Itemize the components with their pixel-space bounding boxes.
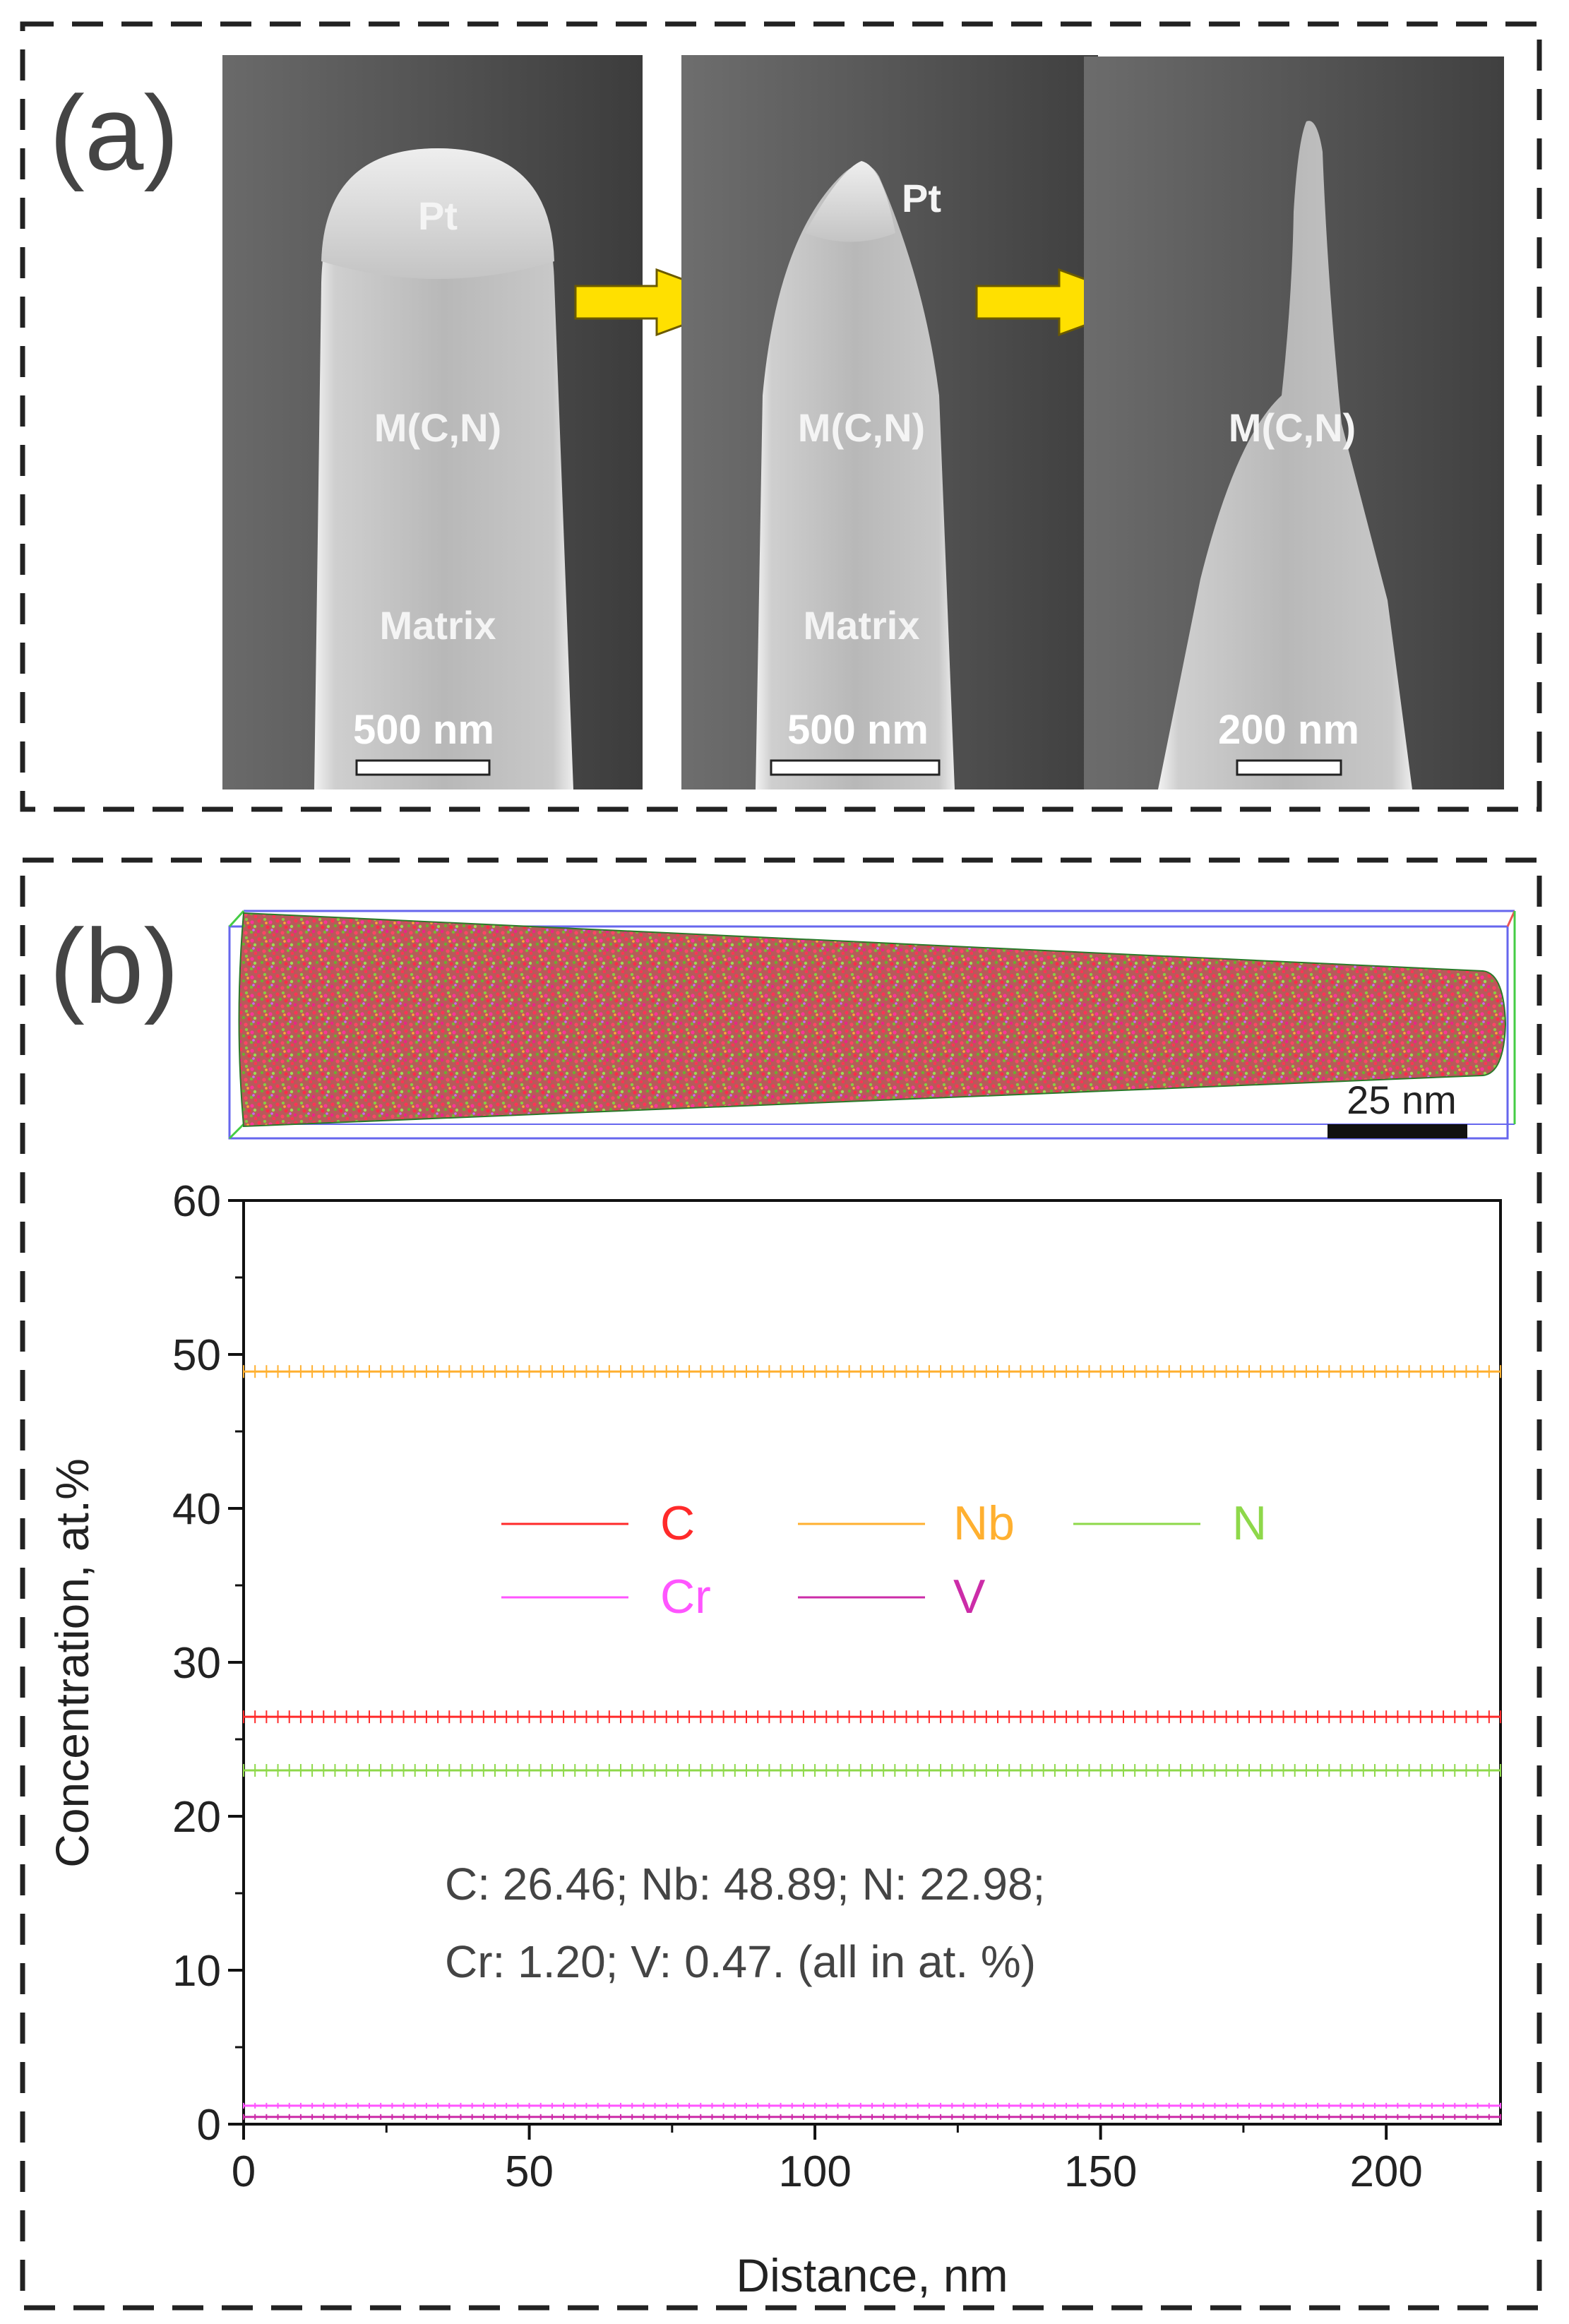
panel-a-border — [20, 21, 1542, 812]
sem3-scale-text: 200 nm — [1218, 707, 1359, 753]
x-tick-label-0: 0 — [232, 2147, 256, 2196]
y-tick-label-10: 10 — [172, 1947, 221, 1996]
apt-reconstruction: 25 nm — [228, 910, 1516, 1140]
y-tick-label-40: 40 — [172, 1485, 221, 1534]
summary-line-2: Cr: 1.20; V: 0.47. (all in at. %) — [445, 1936, 1036, 1987]
x-axis: 0 50 100 150 200 — [232, 2124, 1423, 2196]
y-axis: 0 10 20 30 40 50 60 — [172, 1177, 244, 2150]
sem-image-2: Pt M(C,N) Matrix 500 nm — [681, 55, 1098, 789]
legend-label-nb: Nb — [953, 1496, 1015, 1550]
series-cr — [243, 2102, 1501, 2109]
series-nb — [243, 1365, 1501, 1378]
x-tick-label-200: 200 — [1349, 2147, 1422, 2196]
y-tick-label-60: 60 — [172, 1177, 221, 1226]
panel-b-label: (b) — [49, 907, 179, 1025]
data-series — [243, 1365, 1501, 2120]
pt-cap-2 — [805, 161, 895, 242]
legend-label-n: N — [1232, 1496, 1267, 1550]
sem1-scale-bar — [355, 759, 491, 776]
reconstruction-scale-text: 25 nm — [1347, 1078, 1457, 1122]
sem1-scale-text: 500 nm — [353, 707, 494, 753]
x-tick-label-50: 50 — [505, 2147, 554, 2196]
sem2-scale-bar — [770, 759, 941, 776]
sem-tip-2 — [756, 164, 955, 789]
sem1-label-mcn: M(C,N) — [374, 405, 501, 450]
sem3-label-mcn: M(C,N) — [1229, 405, 1356, 450]
sem2-scale-text: 500 nm — [787, 707, 929, 753]
sem-image-3: M(C,N) 200 nm — [1084, 56, 1504, 789]
sem1-label-matrix: Matrix — [380, 603, 496, 648]
x-axis-label: Distance, nm — [736, 2249, 1008, 2301]
series-c — [243, 1710, 1501, 1724]
reconstruction-scale-bar — [1328, 1124, 1467, 1138]
legend-label-v: V — [953, 1570, 986, 1623]
sem2-label-pt: Pt — [902, 176, 941, 220]
y-axis-label: Concentration, at.% — [46, 1458, 98, 1868]
y-tick-label-0: 0 — [197, 2101, 221, 2150]
panel-b-border — [20, 857, 1542, 2311]
atom-cloud — [238, 912, 1507, 1128]
y-tick-label-50: 50 — [172, 1331, 221, 1380]
concentration-chart: 0 10 20 30 40 50 60 0 50 100 150 200 Concentration… — [46, 1177, 1502, 2301]
sem-image-1: Pt M(C,N) Matrix 500 nm — [222, 55, 643, 789]
pt-cap-1 — [321, 148, 554, 279]
legend: C Nb N Cr V — [501, 1496, 1267, 1623]
legend-label-c: C — [660, 1496, 695, 1550]
y-tick-label-30: 30 — [172, 1639, 221, 1688]
panel-a-label: (a) — [49, 73, 179, 192]
sem-tip-3 — [1158, 121, 1412, 789]
x-tick-label-150: 150 — [1064, 2147, 1137, 2196]
y-tick-label-20: 20 — [172, 1793, 221, 1842]
legend-label-cr: Cr — [660, 1570, 711, 1623]
x-tick-label-100: 100 — [778, 2147, 851, 2196]
sem-tip-1 — [314, 148, 573, 789]
series-v — [243, 2114, 1501, 2120]
series-n — [243, 1764, 1501, 1777]
sem2-label-matrix: Matrix — [804, 603, 920, 648]
sem3-scale-bar — [1236, 759, 1342, 776]
summary-line-1: C: 26.46; Nb: 48.89; N: 22.98; — [445, 1859, 1045, 1909]
sem2-label-mcn: M(C,N) — [798, 405, 925, 450]
sem1-label-pt: Pt — [418, 193, 458, 238]
reconstruction-box-front — [228, 925, 1509, 1140]
